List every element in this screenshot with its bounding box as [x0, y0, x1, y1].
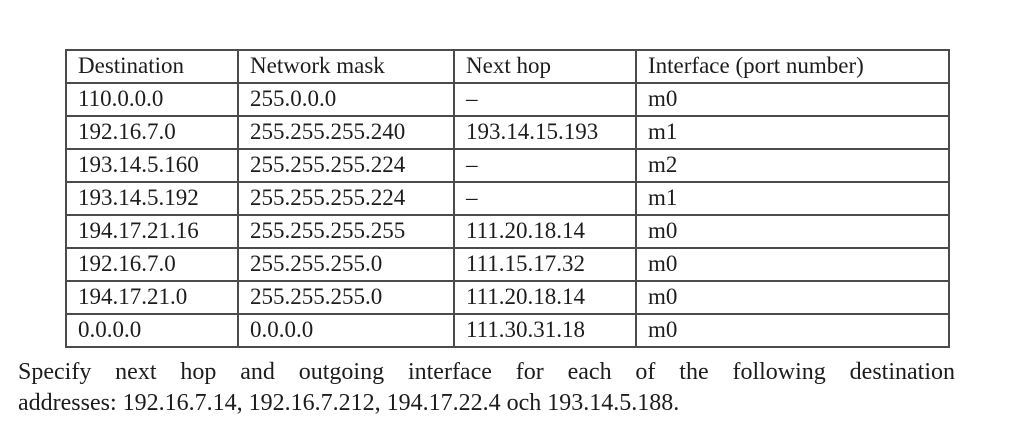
- cell-destination: 192.16.7.0: [65, 115, 239, 150]
- cell-next-hop: 193.14.15.193: [453, 115, 637, 150]
- cell-network-mask: 255.255.255.224: [237, 181, 455, 216]
- cell-network-mask: 255.255.255.240: [237, 115, 455, 150]
- cell-next-hop: 111.15.17.32: [453, 247, 637, 282]
- cell-next-hop: 111.20.18.14: [453, 214, 637, 249]
- cell-next-hop: 111.20.18.14: [453, 280, 637, 315]
- table-row: 110.0.0.0 255.0.0.0 – m0: [65, 82, 950, 117]
- cell-destination: 193.14.5.160: [65, 148, 239, 183]
- question-line-2: addresses: 192.16.7.14, 192.16.7.212, 19…: [18, 390, 680, 416]
- cell-network-mask: 255.255.255.0: [237, 247, 455, 282]
- cell-next-hop: 111.30.31.18: [453, 313, 637, 348]
- table-row: 0.0.0.0 0.0.0.0 111.30.31.18 m0: [65, 313, 950, 348]
- col-header-interface: Interface (port number): [635, 49, 950, 84]
- cell-interface: m0: [635, 280, 950, 315]
- table-row: 192.16.7.0 255.255.255.240 193.14.15.193…: [65, 115, 950, 150]
- cell-destination: 193.14.5.192: [65, 181, 239, 216]
- cell-interface: m2: [635, 148, 950, 183]
- cell-destination: 0.0.0.0: [65, 313, 239, 348]
- cell-interface: m0: [635, 82, 950, 117]
- cell-interface: m0: [635, 247, 950, 282]
- cell-network-mask: 255.255.255.0: [237, 280, 455, 315]
- cell-interface: m0: [635, 214, 950, 249]
- table-row: 193.14.5.192 255.255.255.224 – m1: [65, 181, 950, 216]
- col-header-next-hop: Next hop: [453, 49, 637, 84]
- cell-network-mask: 255.0.0.0: [237, 82, 455, 117]
- table-row: 193.14.5.160 255.255.255.224 – m2: [65, 148, 950, 183]
- table-header-row: Destination Network mask Next hop Interf…: [65, 49, 950, 84]
- table-row: 192.16.7.0 255.255.255.0 111.15.17.32 m0: [65, 247, 950, 282]
- table-row: 194.17.21.16 255.255.255.255 111.20.18.1…: [65, 214, 950, 249]
- cell-destination: 194.17.21.16: [65, 214, 239, 249]
- cell-next-hop: –: [453, 181, 637, 216]
- cell-next-hop: –: [453, 82, 637, 117]
- question-line-1: Specify next hop and outgoing interface …: [18, 359, 955, 385]
- routing-table: Destination Network mask Next hop Interf…: [65, 49, 950, 348]
- cell-destination: 192.16.7.0: [65, 247, 239, 282]
- cell-destination: 110.0.0.0: [65, 82, 239, 117]
- cell-interface: m1: [635, 181, 950, 216]
- cell-next-hop: –: [453, 148, 637, 183]
- cell-network-mask: 255.255.255.224: [237, 148, 455, 183]
- table-row: 194.17.21.0 255.255.255.0 111.20.18.14 m…: [65, 280, 950, 315]
- cell-network-mask: 255.255.255.255: [237, 214, 455, 249]
- col-header-destination: Destination: [65, 49, 239, 84]
- cell-interface: m1: [635, 115, 950, 150]
- cell-interface: m0: [635, 313, 950, 348]
- col-header-network-mask: Network mask: [237, 49, 455, 84]
- cell-destination: 194.17.21.0: [65, 280, 239, 315]
- cell-network-mask: 0.0.0.0: [237, 313, 455, 348]
